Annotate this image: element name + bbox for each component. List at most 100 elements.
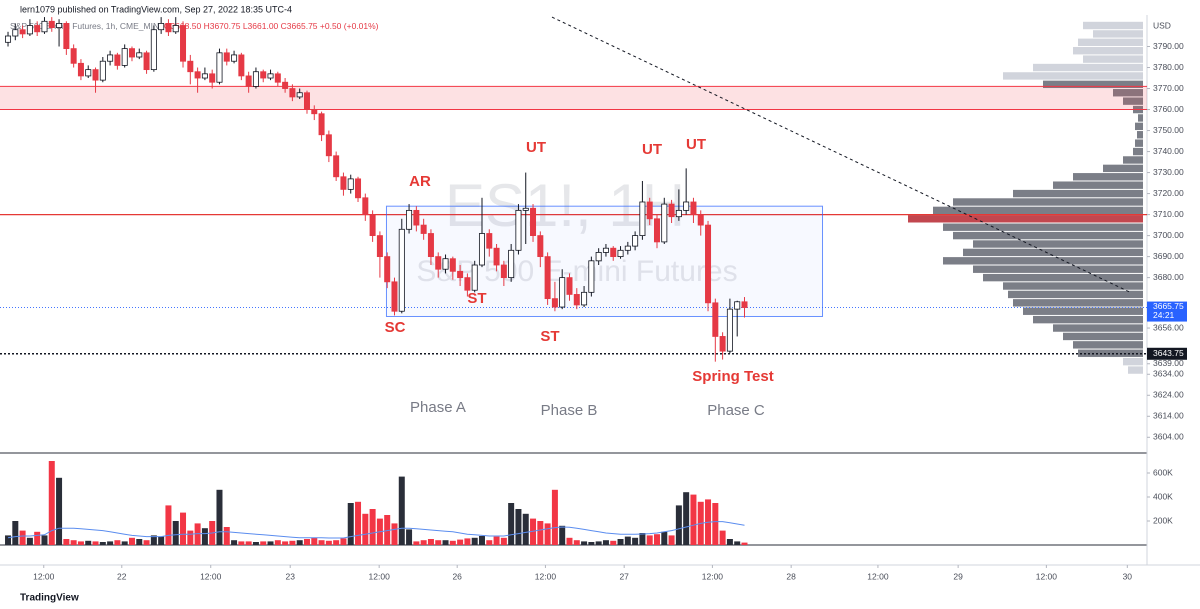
- candle-body: [705, 224, 712, 304]
- volume-bar: [668, 535, 675, 545]
- volume-bar: [180, 512, 187, 545]
- candle-body: [26, 25, 33, 35]
- volume-bar: [136, 539, 143, 545]
- candle-body: [690, 201, 697, 215]
- y-tick-label: 3750.00: [1153, 125, 1184, 135]
- volume-bar: [99, 542, 106, 545]
- volume-bar: [610, 540, 617, 545]
- x-tick-label: 26: [452, 571, 462, 581]
- candle-body: [617, 249, 624, 258]
- volume-bar: [260, 541, 267, 545]
- profile-bar: [1073, 47, 1143, 55]
- profile-bar: [933, 206, 1143, 215]
- candle-body: [559, 277, 566, 308]
- candle-body: [406, 209, 413, 230]
- x-tick-label: 29: [953, 571, 963, 581]
- volume-bar: [391, 523, 398, 545]
- volume-bar: [231, 540, 238, 545]
- candle-body: [209, 73, 216, 83]
- volume-bar: [653, 534, 660, 545]
- volume-bar: [464, 538, 471, 545]
- candle-body: [63, 23, 70, 50]
- profile-bar: [1093, 30, 1143, 38]
- v-tick-label: 200K: [1153, 515, 1173, 525]
- volume-bar: [478, 536, 485, 545]
- volume-bar: [63, 539, 70, 545]
- profile-bar: [973, 265, 1143, 273]
- volume-bar: [500, 537, 507, 545]
- volume-bar: [282, 541, 289, 545]
- zone: [0, 86, 1147, 110]
- y-tick-label: 3730.00: [1153, 167, 1184, 177]
- candle-body: [384, 256, 391, 283]
- volume-bar: [70, 540, 77, 545]
- candle-body: [231, 54, 238, 62]
- volume-bar: [420, 540, 427, 545]
- profile-bar: [943, 257, 1143, 265]
- profile-bar: [1013, 299, 1143, 307]
- profile-bar: [1083, 21, 1143, 30]
- profile-bar: [1053, 324, 1143, 332]
- profile-bar: [1008, 290, 1143, 299]
- volume-bar: [333, 540, 340, 545]
- candle-body: [493, 247, 500, 266]
- volume-bar: [486, 540, 493, 545]
- y-tick-label: 3740.00: [1153, 146, 1184, 156]
- candle-body: [12, 29, 19, 37]
- candle-body: [522, 207, 529, 211]
- candle-body: [500, 264, 507, 279]
- volume-bar: [449, 540, 456, 545]
- candle-body: [77, 62, 84, 77]
- profile-bar: [1083, 55, 1143, 63]
- candle-body: [442, 258, 449, 270]
- candle-body: [194, 71, 201, 79]
- candle-body: [333, 155, 340, 178]
- volume-bar: [172, 521, 179, 545]
- volume-bar: [238, 541, 245, 545]
- candle-body: [734, 301, 741, 310]
- volume-bar: [362, 513, 369, 545]
- volume-bar: [551, 489, 558, 545]
- volume-bar: [194, 523, 201, 545]
- event-label: UT: [526, 139, 546, 156]
- volume-bar: [158, 536, 165, 545]
- legend-value: +0.50 (+0.01%): [320, 21, 379, 31]
- volume-bar: [325, 540, 332, 545]
- volume-bar: [398, 476, 405, 545]
- profile-bar: [1073, 173, 1143, 181]
- candle-body: [435, 256, 442, 270]
- y-tick-label: 3639.00: [1153, 358, 1184, 368]
- volume-bar: [114, 540, 121, 545]
- volume-bar: [77, 541, 84, 545]
- legend-value: H3670.75: [204, 21, 241, 31]
- candle-body: [85, 69, 92, 77]
- volume-bar: [19, 530, 26, 545]
- candle-body: [566, 277, 573, 295]
- volume-bar: [624, 536, 631, 545]
- volume-bar: [296, 540, 303, 545]
- phase-label: Phase B: [541, 402, 598, 419]
- volume-bar: [128, 537, 135, 545]
- footer-logo: TradingView: [20, 593, 79, 604]
- range-box: [385, 205, 824, 317]
- phase-label: Phase A: [410, 399, 466, 416]
- y-tick-label: 3700.00: [1153, 230, 1184, 240]
- volume-bar: [566, 537, 573, 545]
- x-tick-label: 12:00: [1036, 571, 1058, 581]
- x-tick-label: 12:00: [200, 571, 222, 581]
- candle-body: [646, 201, 653, 220]
- volume-bar: [267, 541, 274, 545]
- candle-body: [486, 233, 493, 249]
- candle-body: [581, 291, 588, 306]
- candle-body: [5, 35, 12, 43]
- volume-bar: [274, 540, 281, 545]
- trend-line: [551, 16, 1131, 293]
- volume-bar: [581, 541, 588, 545]
- volume-bar: [289, 540, 296, 545]
- event-label: Spring Test: [692, 368, 773, 385]
- candle-body: [121, 48, 128, 66]
- v-tick-label: 600K: [1153, 467, 1173, 477]
- candle-body: [624, 245, 631, 251]
- candle-body: [544, 256, 551, 300]
- profile-bar: [1123, 357, 1143, 366]
